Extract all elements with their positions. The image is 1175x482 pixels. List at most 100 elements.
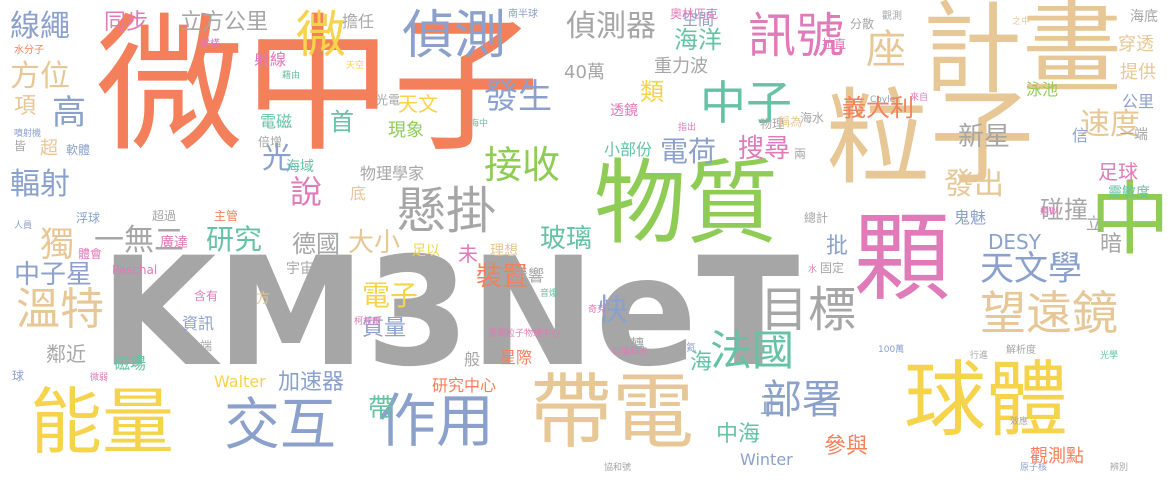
word-ray: 射線: [254, 50, 287, 69]
word-span: 縱橫: [200, 39, 220, 50]
word-positive: 正: [760, 394, 783, 419]
word-winter-en: Winter: [740, 450, 793, 469]
word-collision: 碰撞: [1040, 196, 1088, 224]
word-similar: 類似: [1040, 207, 1059, 217]
word-square: 方: [256, 291, 270, 307]
word-gravity-wave: 重力波: [654, 56, 708, 77]
word-sync: 同步: [104, 10, 149, 35]
word-info: 資訊: [182, 314, 215, 333]
word-coyle-cn: 柯益爾: [354, 317, 382, 327]
word-one-end: 一端: [1120, 127, 1148, 143]
word-say: 說: [290, 173, 323, 211]
word-optics: 光學: [1100, 351, 1119, 361]
word-high: 高: [52, 93, 86, 133]
word-grain: 顆: [854, 202, 950, 314]
word-marseille-center: 馬賽粒子物理中心: [488, 329, 561, 339]
word-effect-small: 效應: [1010, 417, 1029, 427]
word-micro: 微: [296, 6, 346, 64]
word-cherenkov: 切倫科夫: [612, 347, 649, 357]
word-plan: 計畫: [922, 0, 1122, 108]
word-signal: 訊號: [748, 8, 845, 64]
word-experience: 體會: [78, 247, 103, 261]
word-supernova: 新星: [958, 122, 1011, 152]
word-charged: 帶電: [530, 365, 695, 460]
word-suspend: 懸掛: [396, 182, 496, 240]
word-point-out: 指出: [678, 123, 697, 133]
word-nearby: 鄰近: [46, 342, 86, 366]
word-kind: 類: [640, 78, 664, 106]
word-ocean: 海洋: [674, 26, 722, 54]
word-physics: 物理: [760, 117, 785, 131]
word-400k: 40萬: [564, 62, 605, 83]
word-quark: 奇克: [588, 305, 607, 315]
word-strings: 線繩: [10, 9, 70, 44]
word-observe: 觀測: [882, 11, 902, 22]
word-phenomenon: 現象: [388, 120, 424, 141]
word-helium: 氦: [686, 343, 696, 354]
word-electron: 電子: [362, 279, 419, 312]
word-distinguish: 辨別: [1110, 463, 1129, 473]
word-jet: 噴射機: [14, 129, 42, 139]
word-broad: 廣達: [160, 235, 188, 251]
word-called: 稱為: [778, 115, 803, 129]
word-research: 研究: [206, 223, 263, 256]
word-water: 水: [808, 265, 818, 275]
word-search: 搜尋: [738, 134, 791, 164]
word-sea-area: 海域: [286, 159, 314, 175]
word-letter: 信: [1072, 126, 1089, 145]
word-general: 般: [464, 350, 481, 369]
word-universe: 宇宙: [286, 261, 314, 277]
word-serve: 擔任: [342, 12, 375, 31]
word-detect: 偵測: [402, 6, 507, 66]
word-fast: 快: [598, 293, 628, 328]
word-exceed: 超過: [152, 209, 177, 223]
word-target: 目標: [760, 282, 857, 338]
word-size: 大小: [348, 228, 401, 258]
word-football: 足球: [1098, 160, 1138, 184]
word-middle: 中: [1090, 173, 1170, 266]
word-winter-cn: 溫特: [16, 284, 104, 335]
word-mass: 質量: [362, 316, 407, 341]
word-walter: Walter: [214, 372, 266, 391]
word-particle: 粒子: [826, 77, 1035, 199]
word-in-sea: 海中: [470, 119, 489, 129]
word-only: 獨: [40, 225, 74, 265]
word-neutrino: 微中子: [96, 0, 540, 172]
word-research-center: 研究中心: [432, 376, 497, 395]
word-charge: 電荷: [660, 135, 717, 168]
word-nucleus: 原子核: [1020, 463, 1048, 473]
word-space: 空間: [682, 10, 715, 29]
word-faint: 微弱: [90, 373, 109, 383]
word-small-part: 小部份: [604, 140, 653, 159]
word-light: 光: [262, 141, 292, 176]
word-provide: 提供: [1120, 62, 1156, 83]
word-enough: 足以: [412, 243, 440, 259]
word-matter: 物質: [594, 150, 779, 257]
word-receive: 接收: [484, 143, 561, 187]
word-from: 來自: [910, 93, 929, 103]
word-software: 軟體: [66, 143, 91, 157]
word-participate: 參與: [824, 434, 869, 459]
word-observation-point: 觀測點: [1030, 446, 1084, 467]
word-water-molecule: 水分子: [14, 45, 44, 56]
word-radiation: 輻射: [10, 167, 70, 202]
word-concorde: 協和號: [604, 463, 632, 473]
word-neutron-star: 中子星: [14, 260, 93, 290]
word-france: 法國: [710, 326, 795, 375]
word-germany: 德國: [292, 230, 340, 258]
word-seabed: 海底: [1130, 9, 1158, 25]
word-fixed: 固定: [820, 261, 845, 275]
word-cubic-km: 立方公里: [180, 10, 269, 35]
word-straighten: 拉直: [822, 37, 847, 51]
word-sphere: 球體: [904, 353, 1069, 448]
word-energy: 能量: [30, 380, 175, 464]
word-emit: 發出: [944, 167, 1004, 202]
word-mediterranean: 中海: [716, 422, 761, 447]
word-first: 首: [330, 108, 354, 136]
word-seawater: 海水: [800, 111, 825, 125]
word-sea: 海: [690, 350, 713, 375]
word-belt: 帶: [368, 394, 395, 424]
word-stand: 立: [1086, 214, 1103, 233]
word-detector: 偵測器: [566, 9, 656, 44]
